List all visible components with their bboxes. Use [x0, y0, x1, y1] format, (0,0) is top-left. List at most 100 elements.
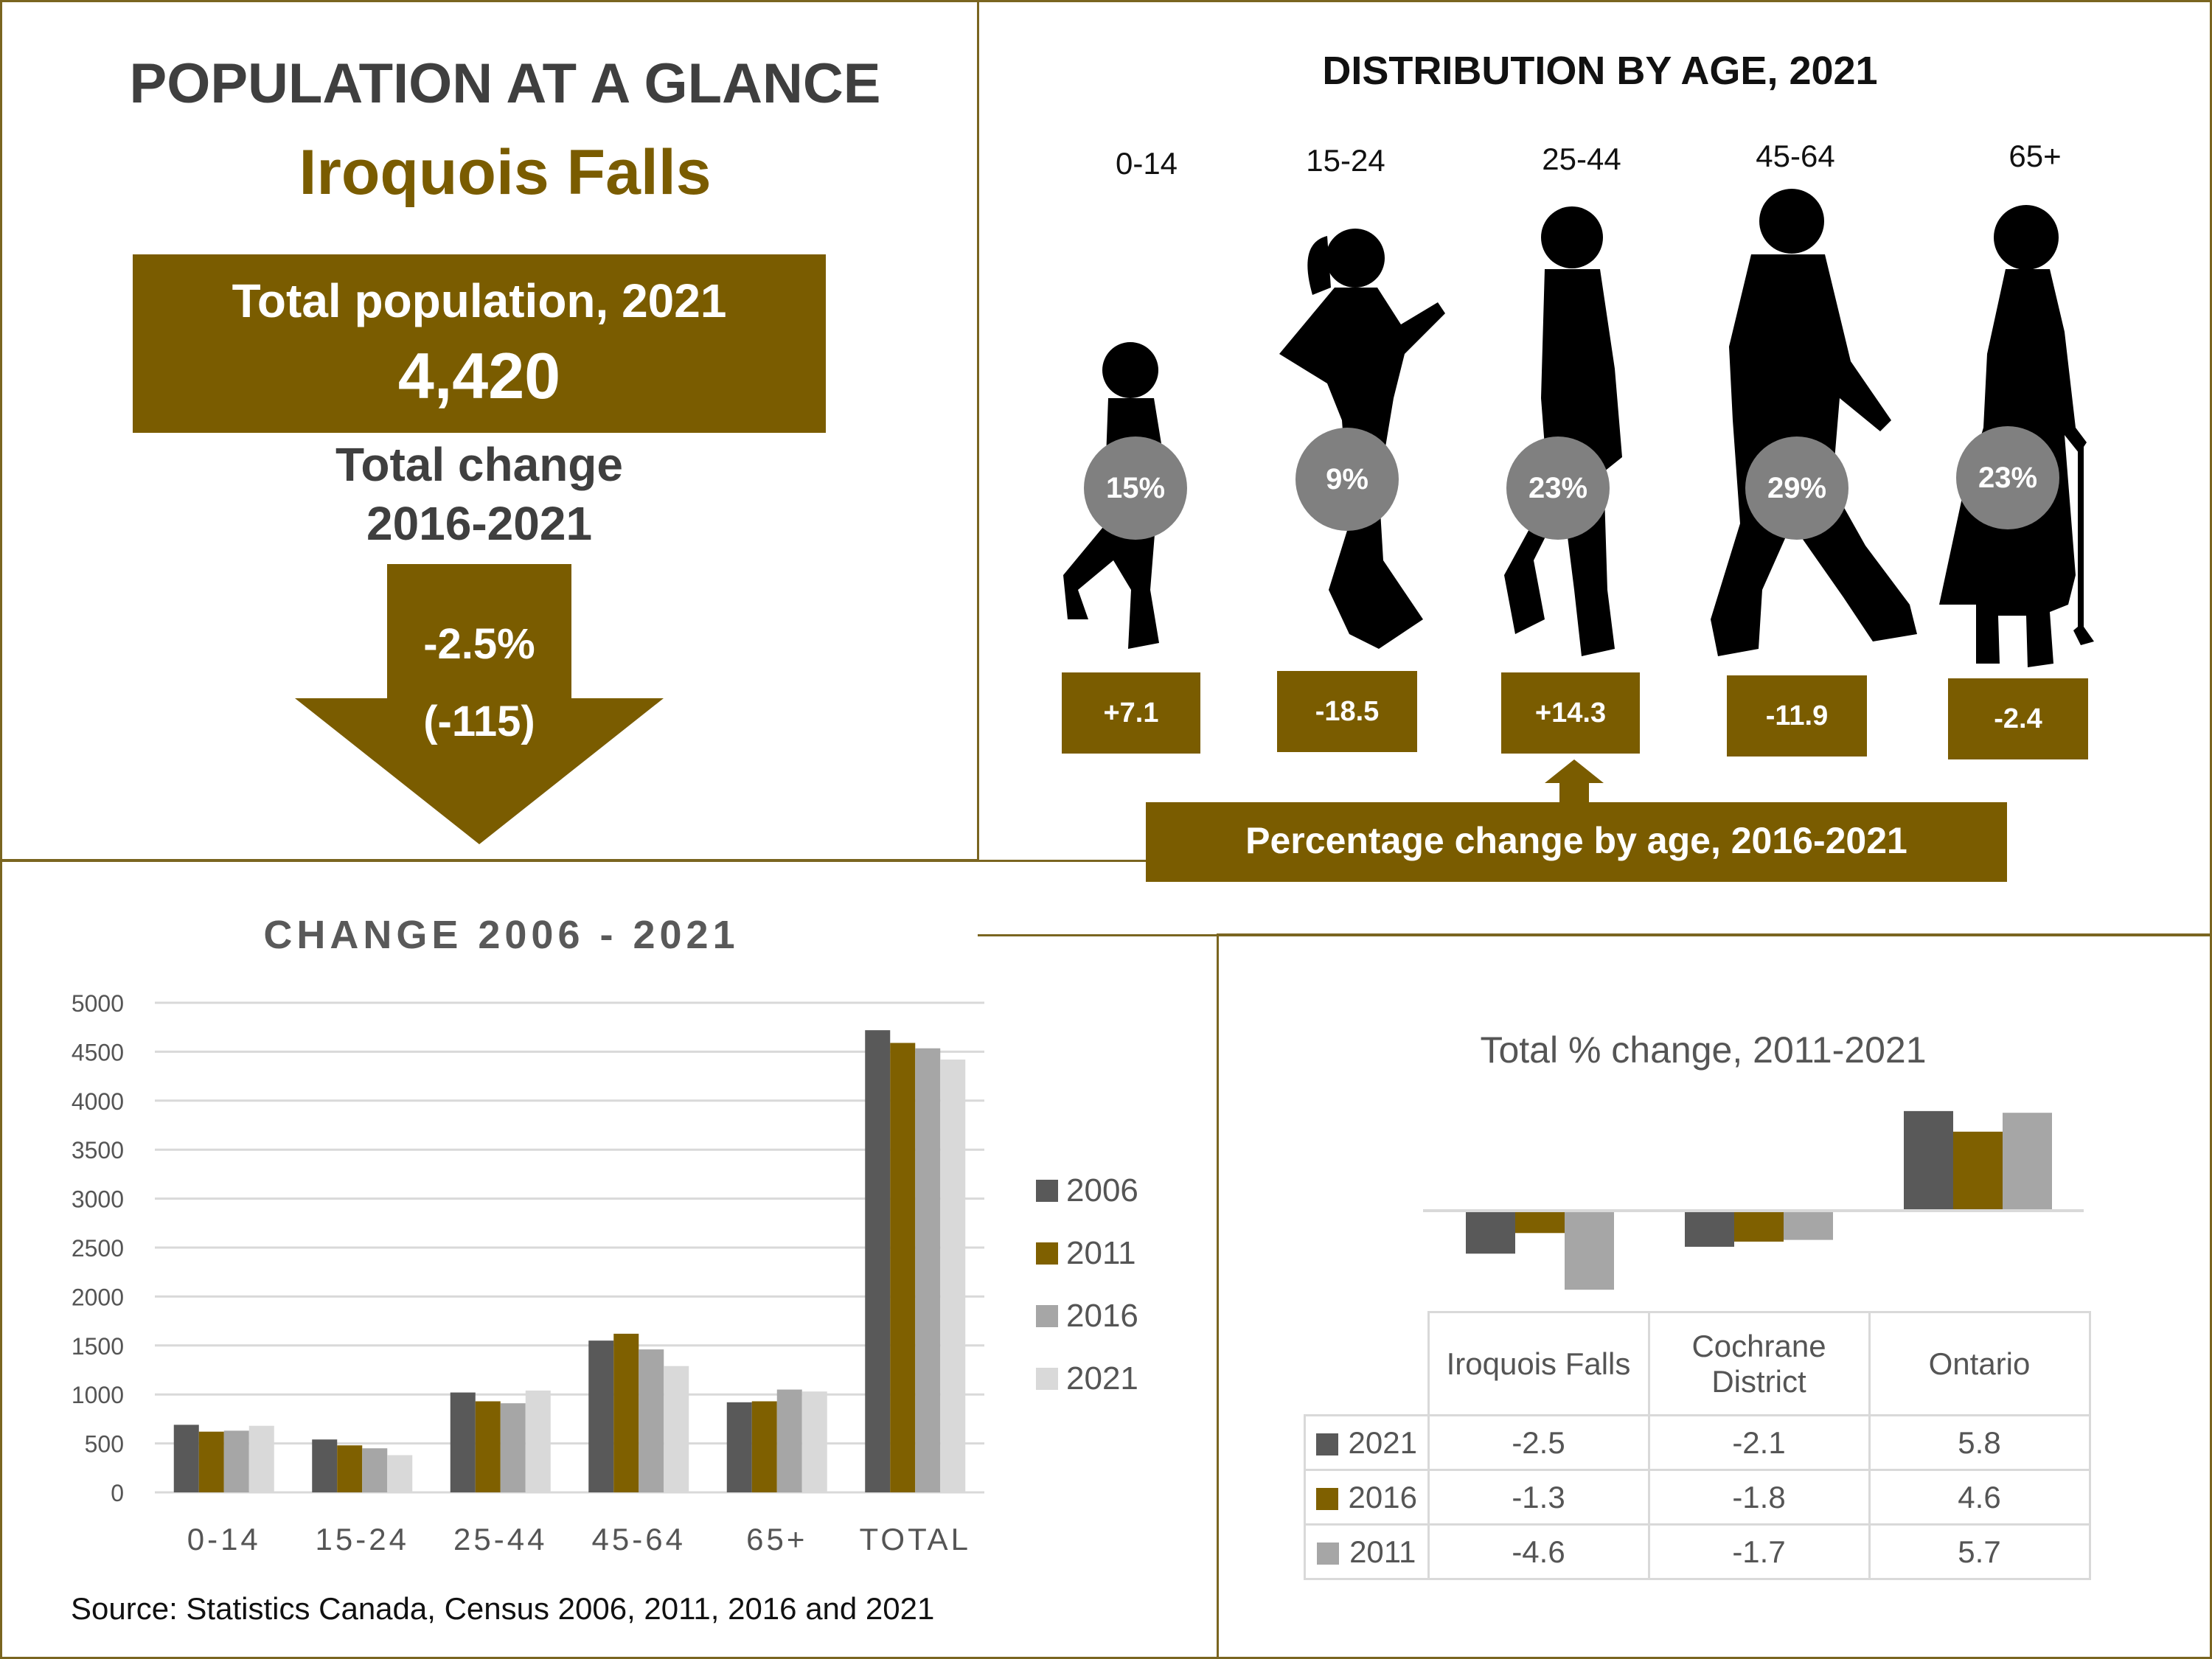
table-row: 2011 -4.6 -1.7 5.7 — [1304, 1523, 2091, 1580]
middle-aged-silhouette-icon — [1711, 189, 1917, 656]
table-cell: -4.6 — [1427, 1523, 1650, 1580]
table-corner-cell — [1304, 1312, 1430, 1416]
age-change-45-64: -11.9 — [1727, 675, 1867, 757]
bar-2016-TOTAL — [915, 1048, 941, 1492]
bar-2021-45-64 — [664, 1366, 689, 1492]
bar-2006-45-64 — [588, 1340, 614, 1492]
table-cell: -2.1 — [1647, 1414, 1871, 1471]
down-arrow-icon — [295, 564, 664, 844]
bar-2016-Cochrane-District — [1734, 1211, 1784, 1242]
x-tick-label: 0-14 — [187, 1522, 261, 1557]
table-header-cell: Cochrane District — [1647, 1311, 1871, 1416]
table-row: 2016 -1.3 -1.8 4.6 — [1304, 1469, 2091, 1526]
bar-2011-15-24 — [337, 1445, 363, 1492]
bar-2006-25-44 — [450, 1392, 476, 1492]
bar-2021-25-44 — [525, 1390, 551, 1492]
legend-swatch — [1317, 1543, 1340, 1565]
total-change-label: Total change 2016-2021 — [221, 435, 737, 553]
age-section-title: DISTRIBUTION BY AGE, 2021 — [1322, 49, 1878, 93]
bar-2021-Ontario — [1904, 1110, 1953, 1211]
x-tick-label: 25-44 — [453, 1522, 547, 1557]
change-2006-2021-chart: CHANGE 2006 - 2021 0 500 1000 1500 2000 2500 3… — [72, 913, 1138, 1557]
table-cell: -1.8 — [1647, 1469, 1871, 1526]
age-change-0-14: +7.1 — [1062, 672, 1200, 754]
age-label-0-14: 0-14 — [1115, 146, 1178, 181]
total-population-box: Total population, 2021 4,420 — [133, 254, 826, 433]
bar-2011-0-14 — [198, 1431, 224, 1492]
bar-2021-65+ — [801, 1391, 827, 1492]
bar-2021-TOTAL — [940, 1060, 966, 1492]
bar-2011-45-64 — [613, 1333, 639, 1492]
bar-2016-45-64 — [639, 1349, 664, 1492]
bottom-left-panel — [0, 860, 1218, 1659]
pct-change-table: Iroquois Falls Cochrane District Ontario… — [1304, 1311, 2091, 1580]
x-tick-label: TOTAL — [860, 1522, 971, 1557]
total-population-value: 4,420 — [397, 339, 561, 412]
legend-label: 2016 — [1066, 1298, 1138, 1334]
bar-2016-0-14 — [223, 1430, 249, 1492]
series-label-2016: 2016 — [1304, 1469, 1430, 1526]
age-label-65-plus: 65+ — [2008, 139, 2062, 173]
bar-2011-Ontario — [2003, 1113, 2052, 1211]
age-change-25-44: +14.3 — [1501, 672, 1640, 754]
bar-2021-0-14 — [248, 1425, 274, 1492]
total-change-label-line1: Total change — [335, 438, 623, 491]
age-change-65-plus: -2.4 — [1948, 678, 2088, 759]
bar-2016-15-24 — [362, 1448, 388, 1492]
legend-swatch — [1315, 1433, 1338, 1456]
silhouettes — [1063, 189, 1917, 656]
place-name: Iroquois Falls — [299, 137, 712, 208]
y-tick-label: 5000 — [72, 990, 124, 1017]
table-cell: 5.8 — [1868, 1414, 2091, 1471]
y-tick-label: 3500 — [72, 1137, 124, 1164]
share-circle-65-plus: 23% — [1956, 426, 2059, 529]
bar-2016-Iroquois-Falls — [1515, 1211, 1565, 1234]
series-label-2021: 2021 — [1304, 1414, 1430, 1471]
y-tick-label: 1000 — [72, 1382, 124, 1408]
y-tick-label: 3000 — [72, 1186, 124, 1213]
table-row: 2021 -2.5 -2.1 5.8 — [1304, 1414, 2091, 1471]
table-header-cell: Iroquois Falls — [1427, 1311, 1650, 1416]
series-label-2011: 2011 — [1304, 1523, 1430, 1580]
chart2-title: Total % change, 2011-2021 — [1480, 1029, 1927, 1071]
change-percent: -2.5% — [423, 620, 535, 668]
share-circle-0-14: 15% — [1084, 437, 1187, 540]
age-label-45-64: 45-64 — [1756, 139, 1835, 173]
bar-2016-25-44 — [500, 1403, 526, 1492]
x-tick-label: 45-64 — [592, 1522, 686, 1557]
legend-label: 2006 — [1066, 1172, 1138, 1208]
bar-2011-25-44 — [475, 1401, 501, 1492]
bar-2006-15-24 — [312, 1439, 338, 1492]
legend-swatch — [1036, 1180, 1058, 1202]
bottom-right-panel — [1217, 933, 2212, 1659]
bar-2021-Iroquois-Falls — [1466, 1211, 1515, 1254]
chart1-title: CHANGE 2006 - 2021 — [263, 913, 739, 957]
bar-2011-Iroquois-Falls — [1565, 1211, 1614, 1290]
share-circle-15-24: 9% — [1295, 428, 1399, 531]
bar-2006-TOTAL — [865, 1030, 891, 1492]
bar-2006-0-14 — [173, 1425, 199, 1492]
table-cell: 4.6 — [1868, 1469, 2091, 1526]
table-header-cell: Ontario — [1868, 1311, 2091, 1416]
legend-swatch — [1315, 1488, 1338, 1511]
table-cell: -1.3 — [1427, 1469, 1650, 1526]
y-tick-label: 2000 — [72, 1284, 124, 1310]
table-header-row: Iroquois Falls Cochrane District Ontario — [1304, 1311, 2091, 1416]
age-change-15-24: -18.5 — [1277, 671, 1417, 752]
share-circle-45-64: 29% — [1745, 437, 1848, 540]
up-arrow-icon — [1545, 759, 1604, 804]
age-change-caption: Percentage change by age, 2016-2021 — [1146, 802, 2007, 882]
y-tick-label: 4000 — [72, 1088, 124, 1115]
bar-2011-Cochrane-District — [1784, 1211, 1833, 1240]
change-count: (-115) — [423, 698, 535, 745]
table-cell: -2.5 — [1427, 1414, 1650, 1471]
y-tick-label: 500 — [85, 1431, 124, 1458]
y-tick-label: 1500 — [72, 1333, 124, 1360]
x-tick-label: 15-24 — [316, 1522, 409, 1557]
adult-silhouette-icon — [1504, 206, 1622, 656]
age-label-25-44: 25-44 — [1542, 142, 1621, 176]
bar-2011-65+ — [751, 1401, 777, 1492]
x-tick-label: 65+ — [746, 1522, 807, 1557]
legend-swatch — [1036, 1368, 1058, 1390]
bar-2016-65+ — [776, 1389, 802, 1492]
